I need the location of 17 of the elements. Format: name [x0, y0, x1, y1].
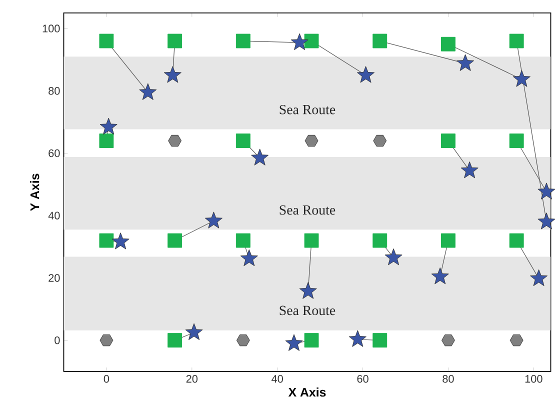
x-tick-label: 60 [357, 374, 368, 383]
band-label: Sea Route [280, 306, 336, 315]
y-tick-label: 0 [54, 336, 60, 344]
y-axis-title: Y Axis [30, 174, 40, 211]
y-tick-label: 100 [42, 24, 60, 32]
band-label: Sea Route [280, 205, 336, 215]
x-tick-label: 0 [104, 374, 110, 383]
band-label: Sea Route [280, 104, 336, 114]
x-tick-label: 100 [525, 374, 542, 383]
x-tick-label: 20 [186, 374, 198, 383]
y-tick-label: 80 [48, 86, 60, 95]
x-tick-label: 80 [442, 374, 454, 383]
y-tick-label: 40 [48, 212, 60, 220]
x-tick-label: 40 [272, 374, 283, 383]
y-tick-label: 20 [48, 274, 60, 282]
x-axis-title: X Axis [288, 387, 326, 396]
y-tick-label: 60 [48, 149, 60, 157]
